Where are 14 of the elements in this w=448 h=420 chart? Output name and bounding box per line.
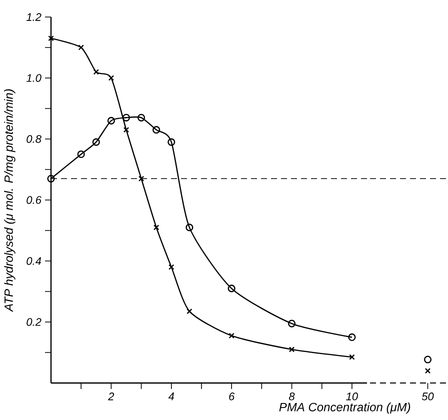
x-tick-label: 8 [288,392,295,400]
x-tick-label: 10 [346,392,358,400]
x-tick-label: 2 [108,392,114,400]
x-tick-label: 4 [168,392,174,400]
y-tick-label: 0.4 [26,257,42,265]
y-tick-label: 0.8 [26,135,42,143]
y-axis-title: ATP hydrolysed (μ mol. P/mg protein/min) [4,89,16,312]
y-tick-label: 0.2 [26,318,42,326]
y-tick-label: 0.6 [26,196,42,204]
y-tick-label: 1.2 [26,13,42,21]
x-axis-title: PMA Concentration (μM) [279,402,410,414]
x-tick-label: 50 [422,392,434,400]
y-tick-label: 1.0 [26,74,42,82]
x-tick-label: 6 [229,392,235,400]
